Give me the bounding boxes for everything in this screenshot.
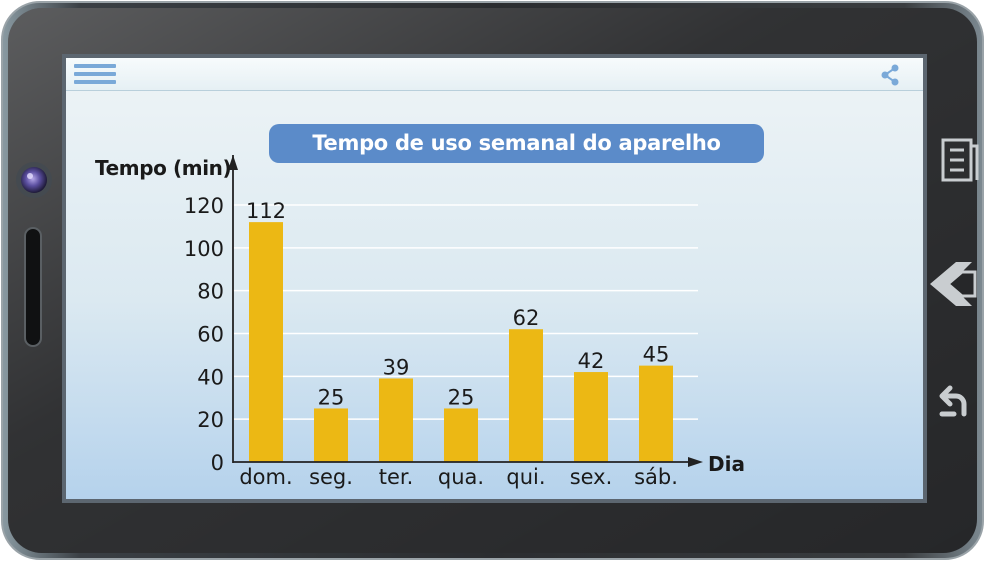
menu-key-icon[interactable]: [941, 138, 979, 182]
chart-title: Tempo de uso semanal do aparelho: [269, 124, 764, 163]
bar-value-label: 45: [643, 343, 670, 367]
x-tick-label: seg.: [309, 465, 353, 489]
y-axis-label: Tempo (min): [95, 156, 231, 180]
y-tick-label: 100: [184, 237, 224, 261]
x-tick-label: sex.: [570, 465, 613, 489]
x-tick-label: dom.: [239, 465, 292, 489]
y-tick-label: 40: [197, 365, 224, 389]
camera-icon: [16, 162, 52, 198]
bar-value-label: 42: [578, 349, 605, 373]
bar-chart: 0 20 40 60 80 100 120 112 dom. 25 seg. 39 ter. 25 qua.…: [95, 155, 745, 489]
y-tick-label: 80: [197, 280, 224, 304]
bar: [444, 408, 478, 462]
bar-value-label: 25: [448, 385, 475, 409]
bar-value-label: 62: [513, 306, 540, 330]
bar: [379, 378, 413, 462]
home-key-icon[interactable]: [930, 262, 977, 306]
app-top-bar: [66, 58, 923, 91]
y-tick-label: 120: [184, 194, 224, 218]
bar: [314, 408, 348, 462]
bar: [639, 365, 673, 462]
x-axis-arrow: [688, 457, 703, 467]
x-axis-label: Dia: [708, 452, 745, 476]
bar: [249, 222, 283, 462]
x-tick-label: ter.: [379, 465, 414, 489]
screen: Tempo de uso semanal do aparelho 0 20 40 60…: [66, 58, 923, 499]
y-tick-label: 0: [211, 451, 224, 475]
y-axis-arrow: [228, 155, 238, 170]
bar-value-label: 25: [318, 385, 345, 409]
power-slot-icon: [24, 227, 42, 347]
bar-value-label: 39: [383, 355, 410, 379]
y-tick-label: 60: [197, 323, 224, 347]
share-icon[interactable]: [878, 63, 902, 87]
x-tick-label: qua.: [438, 465, 484, 489]
bar: [509, 329, 543, 462]
menu-icon[interactable]: [74, 64, 116, 84]
x-tick-label: qui.: [506, 465, 545, 489]
y-tick-label: 20: [197, 408, 224, 432]
bar: [574, 372, 608, 462]
back-key-icon[interactable]: [939, 385, 967, 417]
x-tick-label: sáb.: [634, 465, 678, 489]
bar-value-label: 112: [246, 199, 286, 223]
